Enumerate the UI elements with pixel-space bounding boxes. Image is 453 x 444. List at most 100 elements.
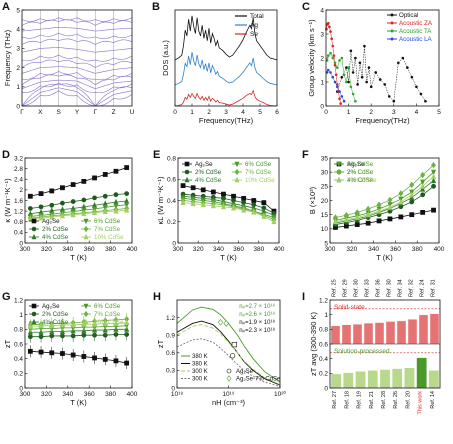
x-tick-label: 2 [369, 109, 373, 116]
panel-i: Ref. 25 Ref. 29 Ref. 30 Ref. 33 Ref. 36 Ref. … [309, 279, 441, 415]
velocity-point [333, 61, 337, 65]
comparison-bar [418, 314, 429, 345]
series-line-4 [30, 208, 127, 219]
y-tick-label: 0.4 [319, 356, 328, 363]
y-tick-label: 0.6 [167, 177, 176, 184]
legend-label: 6% CdSe [94, 218, 121, 225]
y-tick-label: 10 [321, 226, 329, 233]
data-point [221, 191, 226, 197]
velocity-point [336, 66, 339, 69]
y-tick-label: 1 [19, 312, 23, 319]
legend-marker [336, 176, 342, 183]
x-axis-label: T (K) [220, 253, 237, 262]
x-tick-label: Γ [20, 109, 24, 116]
legend-label: 2% CdSe [42, 311, 69, 318]
data-point [92, 195, 97, 201]
velocity-point [331, 56, 335, 60]
data-point [59, 321, 66, 328]
data-point [27, 206, 33, 211]
plot-frame [174, 9, 278, 107]
y-tick-label: 0.8 [167, 155, 176, 162]
comparison-bar [396, 320, 407, 345]
comparison-bar [391, 368, 403, 389]
data-point [49, 322, 55, 329]
data-point [102, 193, 108, 199]
data-point [113, 320, 119, 326]
bar-category-label: Ref. 31 [431, 279, 437, 297]
data-point [70, 211, 76, 218]
x-tick-label: 320 [193, 246, 204, 253]
plot-frame [24, 299, 133, 389]
data-point [113, 168, 119, 174]
legend-label: Ag [250, 22, 258, 29]
x-tick-label: 0 [324, 109, 328, 116]
legend-marker [390, 37, 394, 41]
panel-label-e: E [153, 149, 160, 161]
x-tick-label: 300 [325, 246, 336, 253]
x-axis-label: Frequency(THz) [355, 116, 410, 125]
velocity-point [326, 21, 330, 25]
legend-label: 7% CdSe [94, 311, 121, 318]
series-line-5 [335, 176, 434, 223]
legend-label: 7% CdSe [245, 169, 272, 176]
velocity-point [331, 44, 335, 48]
velocity-point [345, 80, 348, 84]
y-tick-label: 2.8 [14, 166, 23, 173]
panel-label-d: D [2, 149, 10, 161]
data-point [420, 182, 426, 189]
bar-category-label: Ref. 27 [332, 391, 338, 409]
velocity-point [349, 49, 353, 53]
x-tick-label: 380 [105, 246, 116, 253]
comparison-bar [367, 370, 379, 389]
velocity-point [328, 25, 331, 29]
bar-category-label: Ref. 28 [381, 391, 387, 409]
x-tick-label: 10¹⁹ [222, 391, 234, 398]
legend-label: 4% CdSe [347, 177, 374, 184]
velocity-point [334, 73, 338, 77]
x-tick-label: Γ [94, 109, 98, 116]
y-axis-label: zT [156, 339, 165, 348]
comparison-bar [407, 319, 418, 345]
comparison-bar [355, 371, 366, 389]
x-tick-label: 400 [434, 246, 445, 253]
y-tick-label: 0.9 [166, 333, 175, 340]
data-point [49, 188, 55, 194]
legend-marker [31, 303, 37, 309]
legend-marker [83, 225, 89, 233]
data-point [420, 171, 426, 179]
series-line-4 [183, 200, 275, 220]
y-axis-label: zT [3, 339, 12, 348]
legend-marker [184, 161, 190, 167]
data-point [190, 185, 196, 191]
legend-label: Ag₂Se [42, 218, 60, 225]
velocity-point [374, 71, 378, 74]
y-axis-label: κ (W m⁻¹K⁻¹) [3, 178, 12, 223]
legend-label: Ag₂Se [42, 303, 60, 310]
legend-marker [234, 176, 240, 183]
velocity-point [326, 68, 330, 72]
legend-marker [31, 226, 37, 232]
x-tick-label: 400 [274, 246, 285, 253]
data-point [60, 185, 65, 191]
y-tick-label: 0 [19, 240, 23, 247]
data-point [102, 208, 108, 215]
comparison-bar [343, 372, 354, 389]
dispersion-branch [21, 82, 133, 94]
comparison-bar [374, 322, 385, 345]
legend-marker [184, 176, 190, 183]
legend-marker [390, 29, 394, 33]
y-tick-label: 5 [324, 240, 328, 247]
bar-category-label: Ref. 29 [343, 279, 349, 297]
y-tick-label: 2 [16, 65, 20, 72]
y-axis-label: κL (W m⁻¹K⁻¹) [156, 176, 165, 225]
bar-category-label: Ref. 19 [357, 391, 363, 409]
series-line-2 [30, 200, 127, 215]
velocity-point [351, 92, 355, 96]
x-tick-label: 380 [412, 246, 423, 253]
measured-point [229, 353, 236, 359]
velocity-point [326, 54, 330, 57]
series-line-1 [30, 193, 127, 209]
x-tick-label: 340 [213, 246, 224, 253]
